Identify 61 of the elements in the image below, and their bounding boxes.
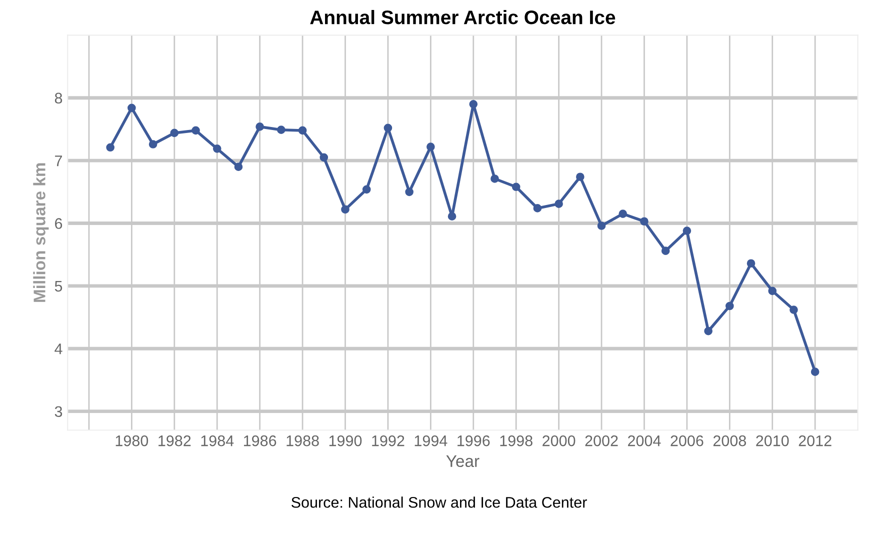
x-tick-label: 2012	[798, 435, 832, 446]
point	[790, 306, 798, 314]
point	[148, 140, 158, 148]
point	[554, 200, 563, 208]
point	[512, 182, 520, 192]
point	[618, 210, 628, 218]
point	[170, 128, 179, 138]
x-tick-label: 1986	[244, 435, 276, 446]
x-tick-label: 1984	[201, 435, 234, 446]
point	[746, 259, 756, 268]
point	[256, 122, 264, 131]
point	[810, 368, 820, 376]
point	[106, 143, 114, 152]
point	[704, 326, 712, 336]
chart-title: Annual Summer Arctic Ocean Ice	[310, 10, 616, 24]
point	[576, 172, 584, 182]
point	[597, 222, 606, 230]
point	[768, 286, 777, 296]
x-tick-label: 1996	[458, 435, 490, 446]
point	[448, 212, 456, 221]
point	[320, 153, 328, 162]
x-tick-label: 2006	[670, 435, 704, 446]
y-tick-label: 6	[55, 218, 62, 229]
point	[341, 205, 350, 214]
point	[384, 124, 392, 132]
x-tick-label: 1990	[329, 435, 362, 446]
x-tick-label: 1998	[500, 435, 532, 446]
point	[298, 126, 307, 135]
x-tick-label: 2002	[585, 435, 618, 446]
point	[490, 174, 499, 183]
x-tick-label: 1980	[116, 435, 148, 446]
point	[192, 126, 200, 135]
point	[234, 162, 243, 171]
point	[426, 142, 435, 151]
point	[533, 204, 542, 212]
x-tick-label: 2000	[542, 435, 576, 446]
y-tick-label: 5	[54, 280, 62, 292]
point	[726, 302, 734, 310]
point	[212, 144, 222, 153]
x-tick-label: 1982	[158, 435, 191, 446]
source-note: Source: National Snow and Ice Data Center	[292, 496, 587, 508]
y-axis-title: Million square km	[33, 163, 49, 302]
y-tick-label: 8	[54, 92, 62, 104]
point	[405, 188, 414, 196]
x-tick-label: 2008	[713, 435, 746, 446]
point	[661, 246, 670, 255]
point	[128, 104, 136, 112]
x-tick-label: 1994	[414, 435, 448, 446]
point	[362, 185, 371, 194]
x-tick-label: 2004	[628, 435, 661, 446]
y-tick-label: 4	[54, 344, 62, 354]
x-axis-title: Year	[446, 455, 480, 468]
x-tick-label: 1988	[286, 435, 319, 446]
x-tick-label: 2010	[756, 435, 789, 446]
point	[640, 217, 648, 226]
x-tick-label: 1992	[372, 435, 404, 446]
point	[682, 226, 692, 235]
y-tick-label: 7	[55, 156, 62, 166]
point	[469, 100, 478, 108]
point	[277, 126, 286, 134]
y-tick-label: 3	[54, 406, 62, 418]
